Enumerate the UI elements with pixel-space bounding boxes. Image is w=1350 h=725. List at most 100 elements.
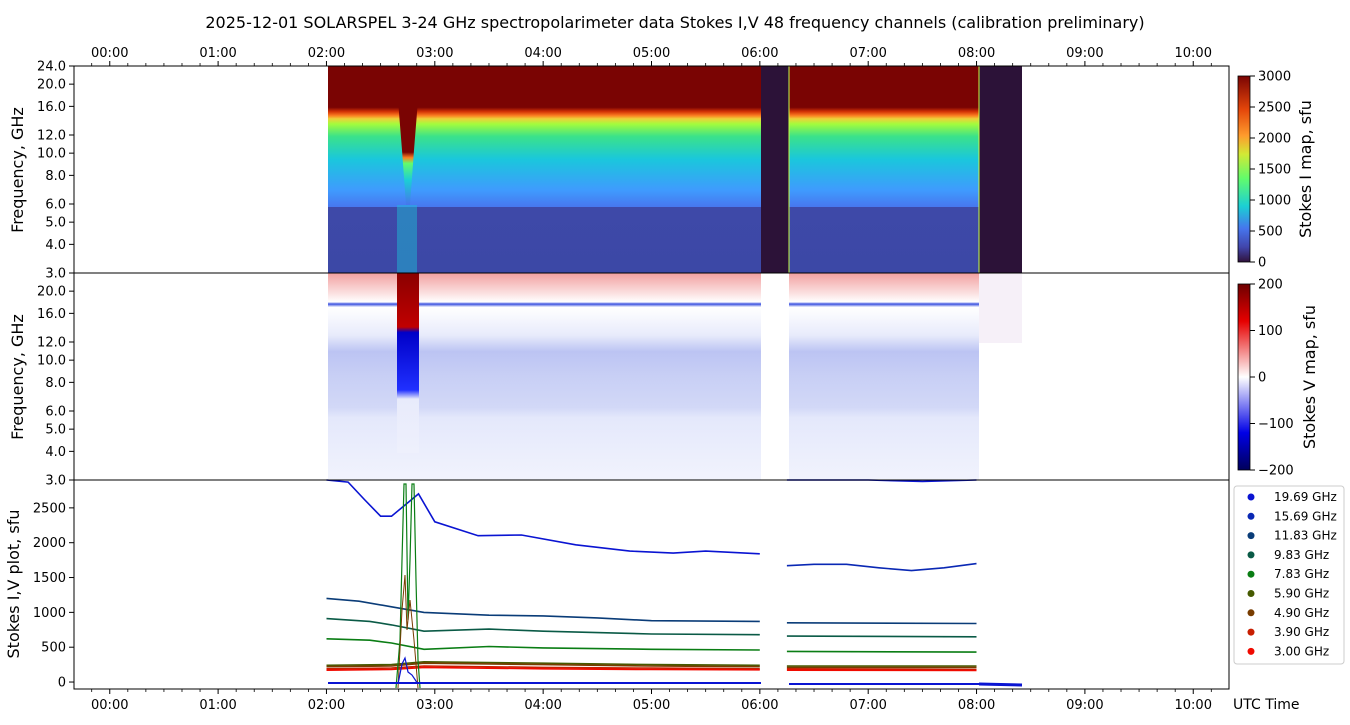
stokes-v-ylabel: Frequency, GHz (8, 314, 27, 440)
stokes-v-colorbar-tick-label: 100 (1258, 324, 1283, 339)
top-time-label: 08:00 (958, 46, 995, 61)
legend-marker (1247, 570, 1255, 578)
bottom-time-label: 01:00 (199, 698, 236, 713)
legend-marker (1247, 551, 1255, 559)
legend-marker (1247, 628, 1255, 636)
stokes-i-ytick-label: 12.0 (37, 129, 66, 144)
stokes-i-flare-column (397, 205, 417, 273)
stokes-i-ytick-label: 24.0 (37, 60, 66, 75)
top-time-label: 02:00 (308, 46, 345, 61)
stokes-i-colorbar-tick-label: 1500 (1258, 163, 1291, 178)
stokes-iv-plot-panel (73, 479, 1230, 690)
stokes-i-colorbar-tick-label: 3000 (1258, 70, 1291, 85)
top-time-label: 09:00 (1066, 46, 1103, 61)
bottom-time-label: 05:00 (633, 698, 670, 713)
stokes-i-ytick-label: 3.0 (45, 267, 66, 282)
legend-marker (1247, 493, 1255, 501)
stokes-v-faint-segment (979, 273, 1022, 343)
bottom-time-label: 00:00 (91, 698, 128, 713)
stokes-i-ytick-label: 4.0 (45, 238, 66, 253)
series-line-1969 (326, 479, 760, 555)
bottom-time-label: 09:00 (1066, 698, 1103, 713)
legend-label: 19.69 GHz (1274, 490, 1337, 504)
bottom-time-label: 10:00 (1175, 698, 1212, 713)
stokes-v-ytick-label: 4.0 (45, 445, 66, 460)
stokes-i-spectrum-segment-1 (328, 66, 761, 273)
bottom-time-label: 03:00 (416, 698, 453, 713)
legend-marker (1247, 532, 1255, 540)
legend-label: 15.69 GHz (1274, 509, 1337, 523)
stokes-v-flare (397, 273, 419, 453)
axes-group: 00:00 00:00 01:00 01:00 02:00 02:00 03:00 03:00… (33, 46, 1212, 713)
stokes-iv-flare-spike-blue (397, 656, 419, 685)
stokes-v-ytick-label: 8.0 (45, 376, 66, 391)
stokes-v-ytick-label: 3.0 (45, 474, 66, 489)
series-line-1183 (326, 597, 760, 623)
legend-label: 7.83 GHz (1274, 567, 1329, 581)
stokes-i-colorbar-tick-label: 0 (1258, 256, 1266, 271)
legend-marker (1247, 590, 1255, 597)
top-time-label: 10:00 (1175, 46, 1212, 61)
stokes-iv-series-group (326, 479, 977, 672)
stokes-v-ytick-label: 5.0 (45, 423, 66, 438)
legend: 19.69 GHz 15.69 GHz 11.83 GHz 9.83 GHz 7.83 … (1233, 485, 1345, 665)
bottom-time-label: 07:00 (849, 698, 886, 713)
stokes-i-flare (396, 66, 420, 205)
stokes-i-map-panel (73, 65, 1230, 274)
stokes-v-spectrum-segment-2 (789, 273, 979, 480)
stokes-v-spectrum-segment-1 (328, 273, 761, 480)
stokes-v-colorbar-label: Stokes V map, sfu (1300, 305, 1319, 449)
stokes-v-colorbar-tick-label: 200 (1258, 278, 1283, 293)
stokes-i-ytick-label: 6.0 (45, 198, 66, 213)
top-time-label: 03:00 (416, 46, 453, 61)
legend-box (1233, 485, 1345, 665)
series-line-590 (326, 660, 760, 667)
stokes-i-colorbar: 0 500 1000 1500 2000 2500 3000 Stokes I map, s… (1237, 70, 1315, 271)
legend-label: 9.83 GHz (1274, 548, 1329, 562)
x-axis-label: UTC Time (1233, 697, 1299, 713)
bottom-time-label: 04:00 (524, 698, 561, 713)
top-time-label: 06:00 (741, 46, 778, 61)
stokes-iv-ytick-label: 1500 (33, 571, 66, 586)
stokes-i-ytick-label: 20.0 (37, 78, 66, 93)
top-time-label: 00:00 (91, 46, 128, 61)
legend-label: 3.00 GHz (1274, 644, 1329, 658)
stokes-v-map-panel (73, 272, 1230, 481)
stokes-i-data-gap-2 (979, 66, 1022, 273)
stokes-iv-tail (978, 682, 1023, 687)
series-line-390-b (786, 668, 977, 671)
stokes-i-ytick-label: 16.0 (37, 100, 66, 115)
top-time-label: 04:00 (524, 46, 561, 61)
stokes-v-colorbar-tick-label: 0 (1258, 371, 1266, 386)
stokes-i-spectrum-segment-2 (789, 66, 979, 273)
top-time-label: 01:00 (199, 46, 236, 61)
top-time-label: 07:00 (849, 46, 886, 61)
series-line-783 (326, 638, 760, 651)
stokes-i-data-gap-1 (761, 66, 789, 273)
stokes-iv-ytick-label: 500 (41, 641, 66, 656)
stokes-v-ytick-label: 10.0 (37, 354, 66, 369)
series-line-390 (326, 665, 760, 670)
stokes-v-ytick-label: 6.0 (45, 405, 66, 420)
legend-marker (1247, 647, 1255, 655)
legend-marker (1247, 609, 1255, 617)
stokes-v-ytick-label: 20.0 (37, 285, 66, 300)
stokes-iv-ytick-label: 1000 (33, 606, 66, 621)
stokes-i-colorbar-tick-label: 500 (1258, 225, 1283, 240)
stokes-iv-ytick-label: 0 (58, 676, 66, 691)
series-line-1569 (786, 562, 977, 572)
legend-marker (1247, 512, 1255, 520)
stokes-i-colorbar-tick-label: 2000 (1258, 132, 1291, 147)
series-line-983-b (786, 635, 977, 638)
top-time-label: 05:00 (633, 46, 670, 61)
series-line-1183-b (786, 622, 977, 625)
legend-label: 11.83 GHz (1274, 529, 1337, 543)
series-line-983 (326, 617, 760, 636)
stokes-iv-ytick-label: 2500 (33, 501, 66, 516)
legend-label: 5.90 GHz (1274, 587, 1329, 601)
bottom-time-label: 06:00 (741, 698, 778, 713)
stokes-iv-background (74, 480, 1229, 689)
stokes-v-colorbar-tick-label: −200 (1258, 464, 1294, 479)
stokes-v-ytick-label: 16.0 (37, 307, 66, 322)
